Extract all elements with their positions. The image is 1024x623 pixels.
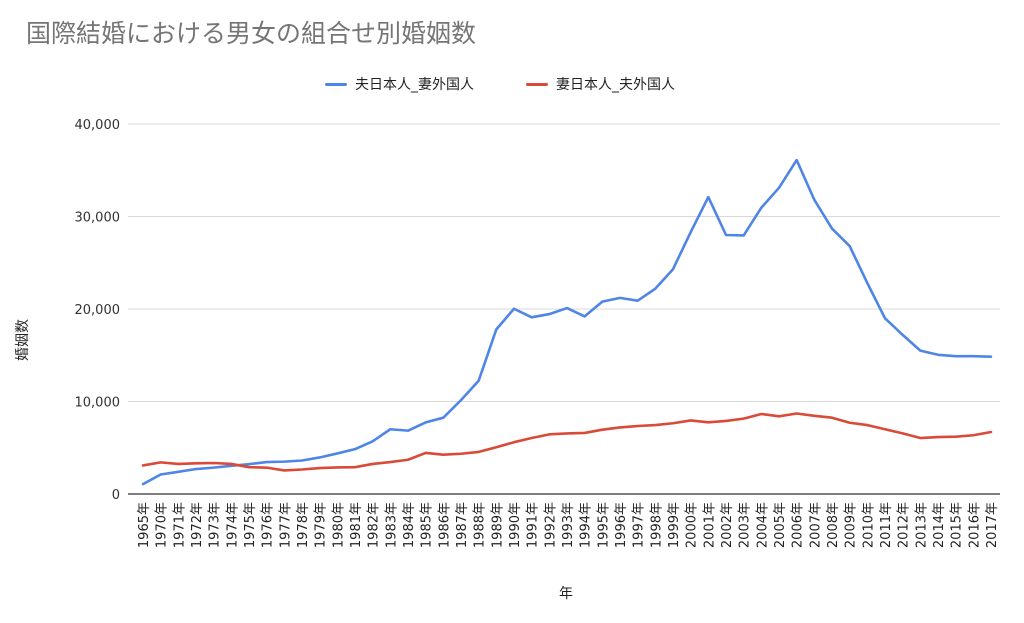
x-tick-label: 2008年 [826,502,841,548]
x-tick-label: 1974年 [225,502,240,548]
x-tick-label: 1999年 [667,502,682,548]
x-tick-label: 1972年 [190,502,205,548]
chart-title: 国際結婚における男女の組合せ別婚姻数 [26,19,477,48]
x-tick-label: 1996年 [614,502,629,548]
x-tick-label: 1987年 [455,502,470,548]
legend-item-series-1: 夫日本人_妻外国人 [325,74,474,94]
x-tick-label: 1988年 [473,502,488,548]
x-tick-label: 1986年 [437,502,452,548]
y-tick-label: 40,000 [75,118,121,133]
x-tick-label: 2004年 [755,502,770,548]
x-tick-label: 2007年 [808,502,823,548]
x-tick-label: 1979年 [314,502,329,548]
x-tick-label: 1995年 [596,502,611,548]
legend: 夫日本人_妻外国人 妻日本人_夫外国人 [0,74,1024,96]
x-tick-label: 1985年 [420,502,435,548]
x-tick-label: 2005年 [773,502,788,548]
x-tick-label: 2013年 [914,502,929,548]
x-tick-label: 2001年 [702,502,717,548]
x-tick-label: 1997年 [632,502,647,548]
x-tick-label: 2009年 [844,502,859,548]
x-tick-label: 1984年 [402,502,417,548]
x-tick-label: 1978年 [296,502,311,548]
x-tick-label: 1971年 [172,502,187,548]
x-tick-label: 1982年 [367,502,382,548]
legend-swatch-series-2 [526,82,548,86]
x-tick-label: 2015年 [950,502,965,548]
x-tick-label: 1994年 [579,502,594,548]
x-tick-label: 2000年 [685,502,700,548]
x-tick-label: 1992年 [543,502,558,548]
legend-swatch-series-1 [325,82,347,86]
x-tick-label: 1970年 [155,502,170,548]
x-tick-label: 1989年 [490,502,505,548]
x-tick-label: 2012年 [897,502,912,548]
y-tick-label: 30,000 [75,211,121,226]
legend-item-series-2: 妻日本人_夫外国人 [526,74,675,94]
series-line-2 [141,412,993,472]
x-tick-label: 1981年 [349,502,364,548]
x-tick-label: 1990年 [508,502,523,548]
x-tick-label: 2014年 [932,502,947,548]
x-tick-label: 2011年 [879,502,894,548]
y-tick-label: 0 [112,488,120,503]
y-tick-label: 10,000 [75,396,121,411]
y-tick-label: 20,000 [75,303,121,318]
legend-label-series-1: 夫日本人_妻外国人 [355,77,474,93]
x-tick-label: 1991年 [526,502,541,548]
x-tick-label: 2002年 [720,502,735,548]
x-tick-label: 2016年 [967,502,982,548]
x-tick-label: 1965年 [137,502,152,548]
x-tick-label: 1976年 [261,502,276,548]
x-tick-label: 2006年 [791,502,806,548]
series-line-1 [141,158,993,486]
legend-label-series-2: 妻日本人_夫外国人 [556,77,675,93]
x-axis-label: 年 [559,586,573,602]
x-tick-label: 2010年 [861,502,876,548]
x-tick-label: 1998年 [649,502,664,548]
x-tick-label: 1993年 [561,502,576,548]
x-tick-label: 1980年 [331,502,346,548]
x-tick-label: 1973年 [208,502,223,548]
x-tick-label: 2003年 [738,502,753,548]
x-tick-label: 1975年 [243,502,258,548]
x-tick-label: 1983年 [384,502,399,548]
x-tick-label: 1977年 [278,502,293,548]
x-tick-label: 2017年 [985,502,1000,548]
